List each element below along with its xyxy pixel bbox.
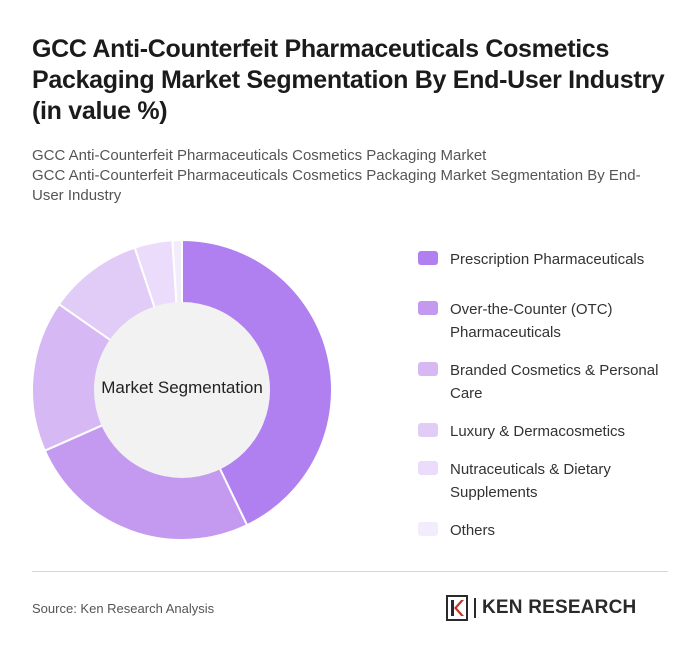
legend-swatch xyxy=(418,301,438,315)
subtitle-line-2: GCC Anti-Counterfeit Pharmaceuticals Cos… xyxy=(32,167,641,204)
ken-research-logo-icon xyxy=(446,595,468,621)
legend-swatch xyxy=(418,522,438,536)
legend-label: Luxury & Dermacosmetics xyxy=(450,423,626,440)
brand-separator xyxy=(474,598,476,618)
legend-label: Prescription Pharmaceuticals xyxy=(450,251,645,268)
chart-title: GCC Anti-Counterfeit Pharmaceuticals Cos… xyxy=(32,35,665,125)
legend-item: Others xyxy=(418,519,678,549)
legend-item: Luxury & Dermacosmetics xyxy=(418,420,678,458)
donut-chart xyxy=(31,238,333,541)
donut-hole xyxy=(94,302,270,478)
legend-item: Prescription Pharmaceuticals xyxy=(418,248,678,298)
subtitle-line-1: GCC Anti-Counterfeit Pharmaceuticals Cos… xyxy=(32,147,487,164)
chart-subtitle: GCC Anti-Counterfeit Pharmaceuticals Cos… xyxy=(32,146,672,206)
chart-legend: Prescription Pharmaceuticals Over-the-Co… xyxy=(418,248,678,549)
legend-label: Nutraceuticals & Dietary Supplements xyxy=(450,461,611,501)
brand-name: KEN RESEARCH xyxy=(482,597,637,618)
legend-swatch xyxy=(418,362,438,376)
legend-swatch xyxy=(418,461,438,475)
brand-logo: KEN RESEARCH xyxy=(446,595,636,621)
source-note: Source: Ken Research Analysis xyxy=(32,601,215,616)
donut-center-label: Market Segmentation xyxy=(101,378,263,397)
legend-swatch xyxy=(418,251,438,265)
legend-item: Nutraceuticals & Dietary Supplements xyxy=(418,458,678,519)
legend-label: Over-the-Counter (OTC) Pharmaceuticals xyxy=(450,301,613,341)
legend-item: Over-the-Counter (OTC) Pharmaceuticals xyxy=(418,298,678,359)
legend-item: Branded Cosmetics & Personal Care xyxy=(418,359,678,420)
footer-divider xyxy=(32,571,668,572)
legend-label: Branded Cosmetics & Personal Care xyxy=(450,362,659,402)
legend-swatch xyxy=(418,423,438,437)
legend-label: Others xyxy=(450,522,496,539)
